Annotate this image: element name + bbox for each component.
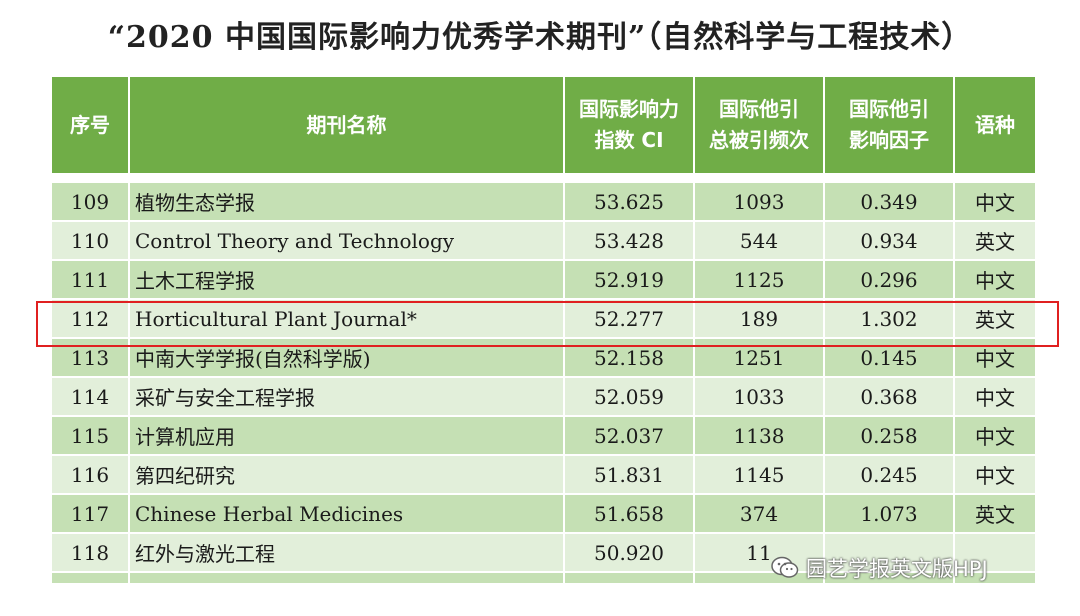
cell-lang: 英文: [955, 495, 1035, 532]
cell-name: 计算机应用: [130, 417, 563, 454]
cell-if: 1.073: [825, 495, 953, 532]
cell-cites: 1125: [695, 261, 823, 298]
header-lang: 语种: [955, 77, 1035, 173]
cell-cites: 1033: [695, 378, 823, 415]
header-cites-line1: 国际他引: [719, 97, 799, 121]
header-gap: [52, 175, 1035, 181]
cell-ci: 53.428: [565, 222, 693, 259]
cell-ci: 50.920: [565, 534, 693, 571]
cell-seq: 110: [52, 222, 128, 259]
cell-name: Horticultural Plant Journal*: [130, 300, 563, 337]
cell-seq: 118: [52, 534, 128, 571]
table-row: 118 红外与激光工程 50.920 11: [52, 534, 1035, 571]
table-row: 110 Control Theory and Technology 53.428 54…: [52, 222, 1035, 259]
cell-lang: 中文: [955, 456, 1035, 493]
table-row: 112 Horticultural Plant Journal* 52.277 189…: [52, 300, 1035, 337]
table-header-row: 序号 期刊名称 国际影响力 指数 CI 国际他引 总被引频次 国际他引 影响因子…: [52, 77, 1035, 173]
cell-lang: [955, 534, 1035, 571]
table-row: 111 土木工程学报 52.919 1125 0.296 中文: [52, 261, 1035, 298]
cell-lang: 中文: [955, 417, 1035, 454]
page-title: “2020 中国国际影响力优秀学术期刊”（自然科学与工程技术）: [107, 20, 973, 55]
cell-lang: 中文: [955, 183, 1035, 220]
cell-partial: [695, 573, 823, 583]
cell-cites: 374: [695, 495, 823, 532]
cell-lang: 英文: [955, 300, 1035, 337]
cell-partial: [955, 573, 1035, 583]
watermark: 园艺学报英文版HPJ: [770, 553, 988, 583]
cell-if: 0.258: [825, 417, 953, 454]
table-row-partial: [52, 573, 1035, 583]
table-row: 117 Chinese Herbal Medicines 51.658 374 1.07…: [52, 495, 1035, 532]
cell-ci: 53.625: [565, 183, 693, 220]
cell-seq: 115: [52, 417, 128, 454]
cell-name: Control Theory and Technology: [130, 222, 563, 259]
cell-partial: [52, 573, 128, 583]
cell-if: 0.296: [825, 261, 953, 298]
cell-cites: 1138: [695, 417, 823, 454]
cell-lang: 中文: [955, 378, 1035, 415]
header-if-line1: 国际他引: [849, 97, 929, 121]
cell-cites: 11: [695, 534, 823, 571]
cell-name: 土木工程学报: [130, 261, 563, 298]
cell-cites: 189: [695, 300, 823, 337]
cell-if: 0.368: [825, 378, 953, 415]
table-row: 116 第四纪研究 51.831 1145 0.245 中文: [52, 456, 1035, 493]
cell-if: 0.245: [825, 456, 953, 493]
table-row: 109 植物生态学报 53.625 1093 0.349 中文: [52, 183, 1035, 220]
cell-if: 0.934: [825, 222, 953, 259]
header-name: 期刊名称: [130, 77, 563, 173]
cell-partial: [825, 573, 953, 583]
cell-ci: 52.037: [565, 417, 693, 454]
cell-ci: 52.059: [565, 378, 693, 415]
cell-name: 红外与激光工程: [130, 534, 563, 571]
cell-ci: 51.658: [565, 495, 693, 532]
cell-lang: 英文: [955, 222, 1035, 259]
cell-if: 0.349: [825, 183, 953, 220]
header-seq: 序号: [52, 77, 128, 173]
cell-name: 采矿与安全工程学报: [130, 378, 563, 415]
highlight-box: [36, 301, 1059, 347]
cell-lang: 中文: [955, 261, 1035, 298]
header-if-line2: 影响因子: [849, 128, 929, 152]
cell-ci: 52.277: [565, 300, 693, 337]
header-ci-line1: 国际影响力: [579, 97, 679, 121]
header-ci-line2: 指数 CI: [594, 128, 664, 152]
table-row: 115 计算机应用 52.037 1138 0.258 中文: [52, 417, 1035, 454]
cell-seq: 116: [52, 456, 128, 493]
cell-seq: 117: [52, 495, 128, 532]
cell-name: Chinese Herbal Medicines: [130, 495, 563, 532]
wechat-icon: [770, 555, 800, 581]
cell-name: 第四纪研究: [130, 456, 563, 493]
header-ci: 国际影响力 指数 CI: [565, 77, 693, 173]
cell-ci: 52.919: [565, 261, 693, 298]
cell-name: 植物生态学报: [130, 183, 563, 220]
cell-seq: 111: [52, 261, 128, 298]
header-cites-line2: 总被引频次: [709, 128, 809, 152]
watermark-text: 园艺学报英文版HPJ: [806, 557, 988, 581]
cell-if: 1.302: [825, 300, 953, 337]
cell-cites: 1093: [695, 183, 823, 220]
cell-seq: 109: [52, 183, 128, 220]
cell-seq: 114: [52, 378, 128, 415]
cell-cites: 1145: [695, 456, 823, 493]
cell-if: [825, 534, 953, 571]
cell-partial: [565, 573, 693, 583]
cell-partial: [130, 573, 563, 583]
cell-seq: 112: [52, 300, 128, 337]
header-cites: 国际他引 总被引频次: [695, 77, 823, 173]
table-row: 114 采矿与安全工程学报 52.059 1033 0.368 中文: [52, 378, 1035, 415]
table-body: 109 植物生态学报 53.625 1093 0.349 中文 110 Control The…: [52, 183, 1035, 583]
cell-cites: 544: [695, 222, 823, 259]
header-if: 国际他引 影响因子: [825, 77, 953, 173]
cell-ci: 51.831: [565, 456, 693, 493]
